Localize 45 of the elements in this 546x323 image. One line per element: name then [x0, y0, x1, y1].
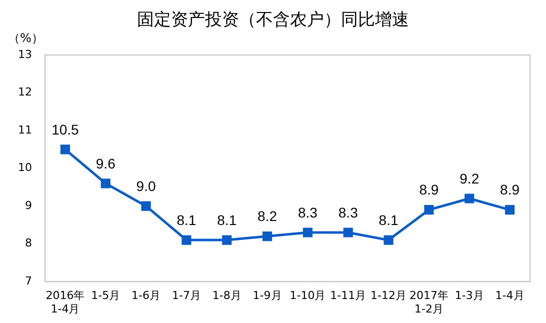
x-tick-label: 1-10月	[290, 289, 326, 302]
x-tick-label: 2017年 1-2月	[409, 289, 448, 316]
point	[384, 235, 394, 245]
x-tick-label: 1-11月	[330, 289, 366, 302]
point	[343, 228, 353, 238]
x-tick-label: 2016年 1-4月	[46, 289, 85, 316]
x-tick-label: 1-7月	[172, 289, 201, 302]
point	[182, 235, 192, 245]
y-tick-label: 12	[18, 86, 32, 99]
point	[222, 235, 232, 245]
chart-title: 固定资产投资（不含农户）同比增速	[136, 9, 410, 31]
point	[464, 194, 474, 204]
x-tick-label: 1-3月	[454, 289, 484, 302]
text: 8.1	[176, 212, 196, 228]
x-tick-label: 1-8月	[212, 289, 242, 302]
point	[141, 201, 151, 211]
point	[100, 178, 110, 188]
text: 8.2	[258, 208, 278, 224]
y-tick-label: 13	[18, 48, 32, 61]
text: 8.1	[217, 212, 237, 228]
x-tick-label: 1-12月	[370, 289, 407, 302]
x-tick-label: 1-5月	[91, 289, 120, 302]
point	[505, 205, 515, 215]
y-tick-label: 9	[24, 198, 32, 212]
text: 9.6	[96, 155, 116, 172]
text: 8.3	[338, 204, 358, 220]
point	[60, 144, 70, 154]
y-tick-label: 11	[18, 123, 32, 136]
y-tick-label: 8	[24, 236, 32, 250]
y-axis-title: （%）	[8, 30, 44, 47]
x-tick-label: 1-4月	[495, 289, 524, 302]
point	[262, 231, 272, 242]
y-tick-label: 7	[24, 274, 32, 288]
y-tick-label: 10	[18, 161, 32, 174]
x-tick-label: 1-9月	[252, 289, 282, 302]
text: 9.2	[460, 170, 480, 186]
point	[302, 228, 312, 238]
text: 9.0	[136, 178, 156, 194]
text: 8.9	[419, 182, 439, 198]
text: 8.9	[500, 182, 520, 198]
x-tick-label: 1-6月	[132, 289, 161, 302]
point	[424, 205, 434, 215]
text: 8.1	[378, 212, 398, 228]
text: 8.3	[298, 204, 318, 220]
text: 10.5	[52, 121, 79, 138]
